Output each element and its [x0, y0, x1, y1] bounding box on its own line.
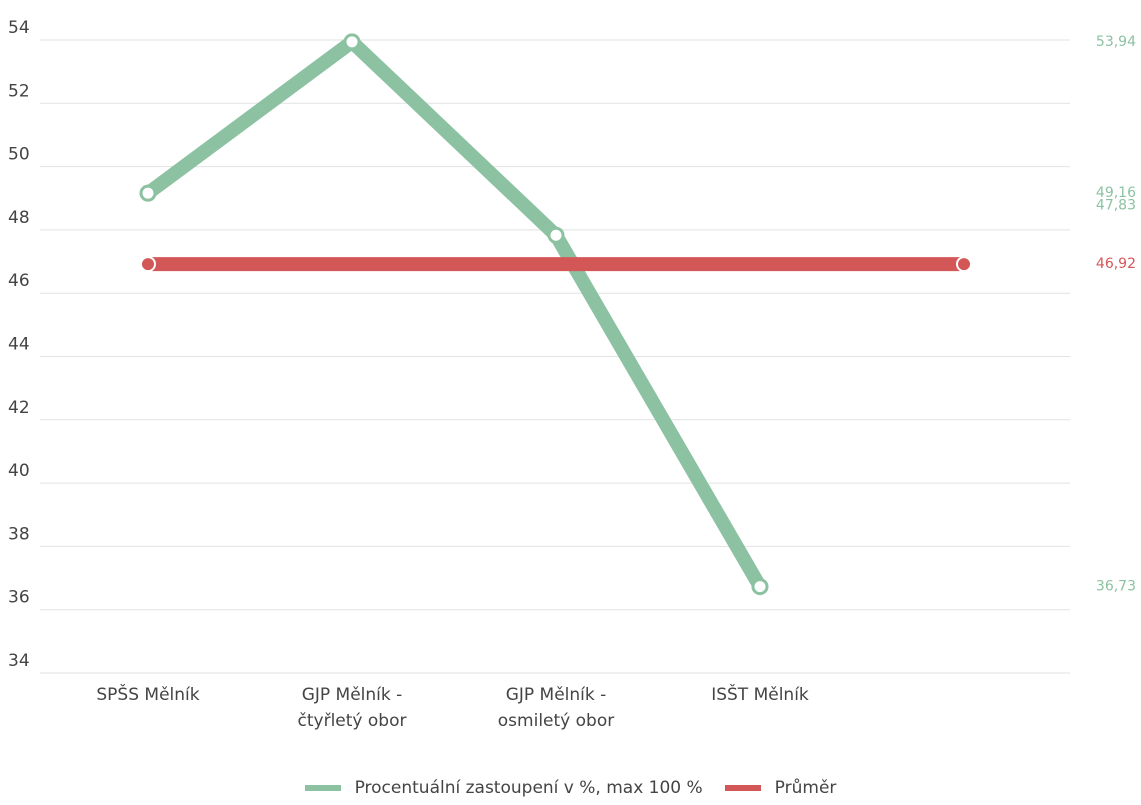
point: [140, 256, 156, 273]
point: [547, 226, 565, 244]
x-tick-label: SPŠS Mělník: [96, 685, 200, 705]
point: [139, 184, 157, 202]
point: [956, 256, 972, 273]
y-tick-label: 46: [8, 271, 30, 291]
y-tick-label: 48: [8, 208, 30, 228]
legend-item: Průměr: [724, 778, 837, 798]
y-tick-label: 54: [8, 18, 30, 38]
point: [751, 578, 769, 596]
y-tick-label: 50: [8, 145, 30, 165]
plot: 34 36 38 40 42 44 46 48 50 52 54 49,16 53,94 47,83 36,…: [8, 18, 1136, 674]
x-tick-label: ISŠT Mělník: [711, 685, 809, 705]
y-tick-label: 38: [8, 524, 30, 544]
value-label: 53,94: [1096, 34, 1136, 50]
legend-label: Procentuální zastoupení v %, max 100 %: [354, 778, 703, 798]
value-label: 36,73: [1096, 579, 1136, 595]
legend: Procentuální zastoupení v %, max 100 % Pr…: [0, 778, 1141, 798]
y-tick-label: 44: [8, 335, 30, 355]
legend-swatch: [724, 785, 761, 791]
y-tick-label: 34: [8, 651, 30, 671]
y-tick-label: 36: [8, 588, 30, 608]
legend-item: Procentuální zastoupení v %, max 100 %: [304, 778, 703, 798]
y-tick-label: 52: [8, 81, 30, 101]
value-label: 47,83: [1096, 197, 1136, 213]
x-tick-label: GJP Mělník - čtyřletý obor: [297, 685, 407, 731]
legend-label: Průměr: [774, 778, 837, 798]
y-tick-label: 40: [8, 461, 30, 481]
value-label: 49,16: [1096, 185, 1136, 201]
y-tick-label: 42: [8, 398, 30, 418]
series-line: [143, 34, 767, 591]
point: [343, 33, 361, 51]
x-tick-label: GJP Mělník - osmiletý obor: [497, 685, 615, 731]
legend-swatch: [304, 785, 341, 791]
value-label: 46,92: [1096, 256, 1136, 272]
